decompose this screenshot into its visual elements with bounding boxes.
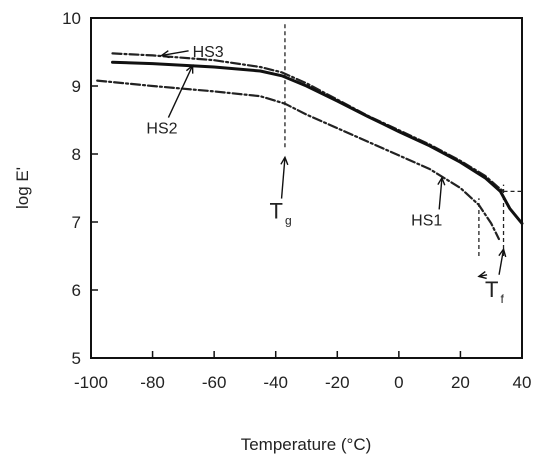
x-tick-label: -100	[74, 373, 108, 392]
x-tick-label: -20	[325, 373, 350, 392]
x-tick-label: 40	[513, 373, 532, 392]
annotation-hs2: HS2	[146, 121, 177, 138]
series-line-hs1	[96, 79, 500, 241]
x-tick-labels: -100 -80 -60 -40 -20 0 20 40	[74, 373, 531, 392]
x-tick-label: 20	[451, 373, 470, 392]
x-tick-label: -80	[140, 373, 165, 392]
annotation-hs1: HS1	[411, 212, 442, 229]
y-axis-title: log E'	[13, 167, 32, 209]
y-tick-label: 7	[72, 213, 81, 232]
annotation-arrows	[160, 50, 507, 280]
annotation-arrow-tg	[280, 155, 289, 199]
plot-frame	[90, 17, 523, 359]
series-line-hs2	[111, 60, 524, 225]
annotation-arrow-hs3	[160, 50, 189, 59]
y-tick-label: 9	[72, 77, 81, 96]
y-tick-label: 5	[72, 349, 81, 368]
y-tick-label: 10	[62, 9, 81, 28]
x-tick-label: 0	[394, 373, 403, 392]
y-tick-label: 8	[72, 145, 81, 164]
annotation-arrow-tf	[498, 247, 507, 275]
reference-lines	[284, 21, 522, 256]
series-lines	[96, 52, 524, 241]
annotation-arrow-hs2	[167, 64, 194, 118]
annotation-labels: HS3 HS2 T g HS1 T f	[146, 44, 504, 306]
y-tick-label: 6	[72, 281, 81, 300]
annotation-arrow-hs1	[437, 176, 446, 210]
annotation-hs3: HS3	[193, 44, 224, 61]
x-tick-label: -60	[202, 373, 227, 392]
x-axis-title: Temperature (°C)	[241, 435, 372, 454]
ticks	[90, 17, 523, 359]
x-tick-label: -40	[263, 373, 288, 392]
annotation-arrow-tf	[477, 271, 488, 280]
y-tick-labels: 5 6 7 8 9 10	[62, 9, 81, 368]
